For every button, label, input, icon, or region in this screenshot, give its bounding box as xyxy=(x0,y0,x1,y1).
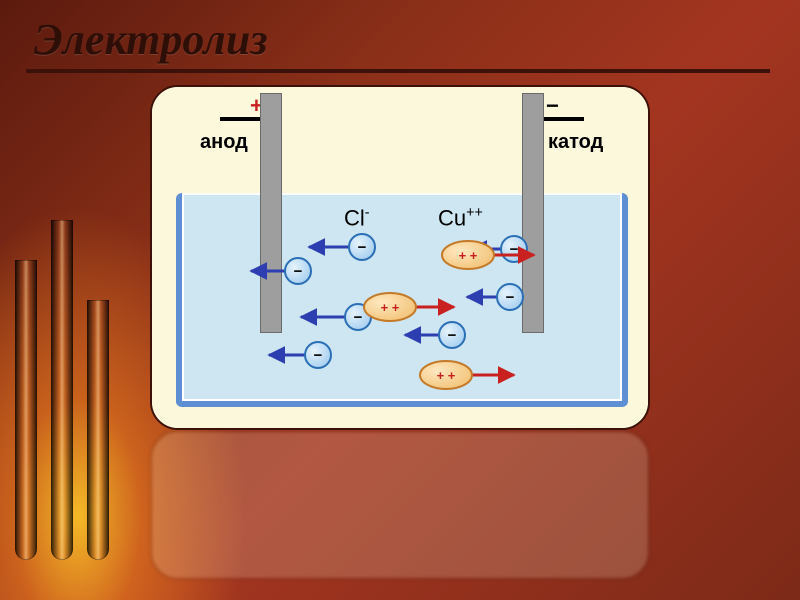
svg-text:−: − xyxy=(358,239,367,256)
svg-text:−: − xyxy=(314,347,323,364)
svg-text:−: − xyxy=(354,309,363,326)
title-underline xyxy=(26,69,770,73)
ions-svg: −−−−−−−+ ++ ++ + xyxy=(152,87,648,428)
diagram-panel: + анод − катод Cl- Cu++ −−−−−−−+ ++ ++ + xyxy=(150,85,650,430)
test-tubes xyxy=(15,220,135,560)
svg-text:+ +: + + xyxy=(381,300,400,315)
page-title: Электролиз xyxy=(34,14,268,65)
svg-text:−: − xyxy=(506,289,515,306)
svg-text:+ +: + + xyxy=(437,368,456,383)
test-tube xyxy=(51,220,73,560)
svg-text:+ +: + + xyxy=(459,248,478,263)
test-tube xyxy=(87,300,109,560)
svg-text:−: − xyxy=(448,327,457,344)
test-tube xyxy=(15,260,37,560)
panel-reflection xyxy=(150,430,650,580)
svg-text:−: − xyxy=(294,263,303,280)
